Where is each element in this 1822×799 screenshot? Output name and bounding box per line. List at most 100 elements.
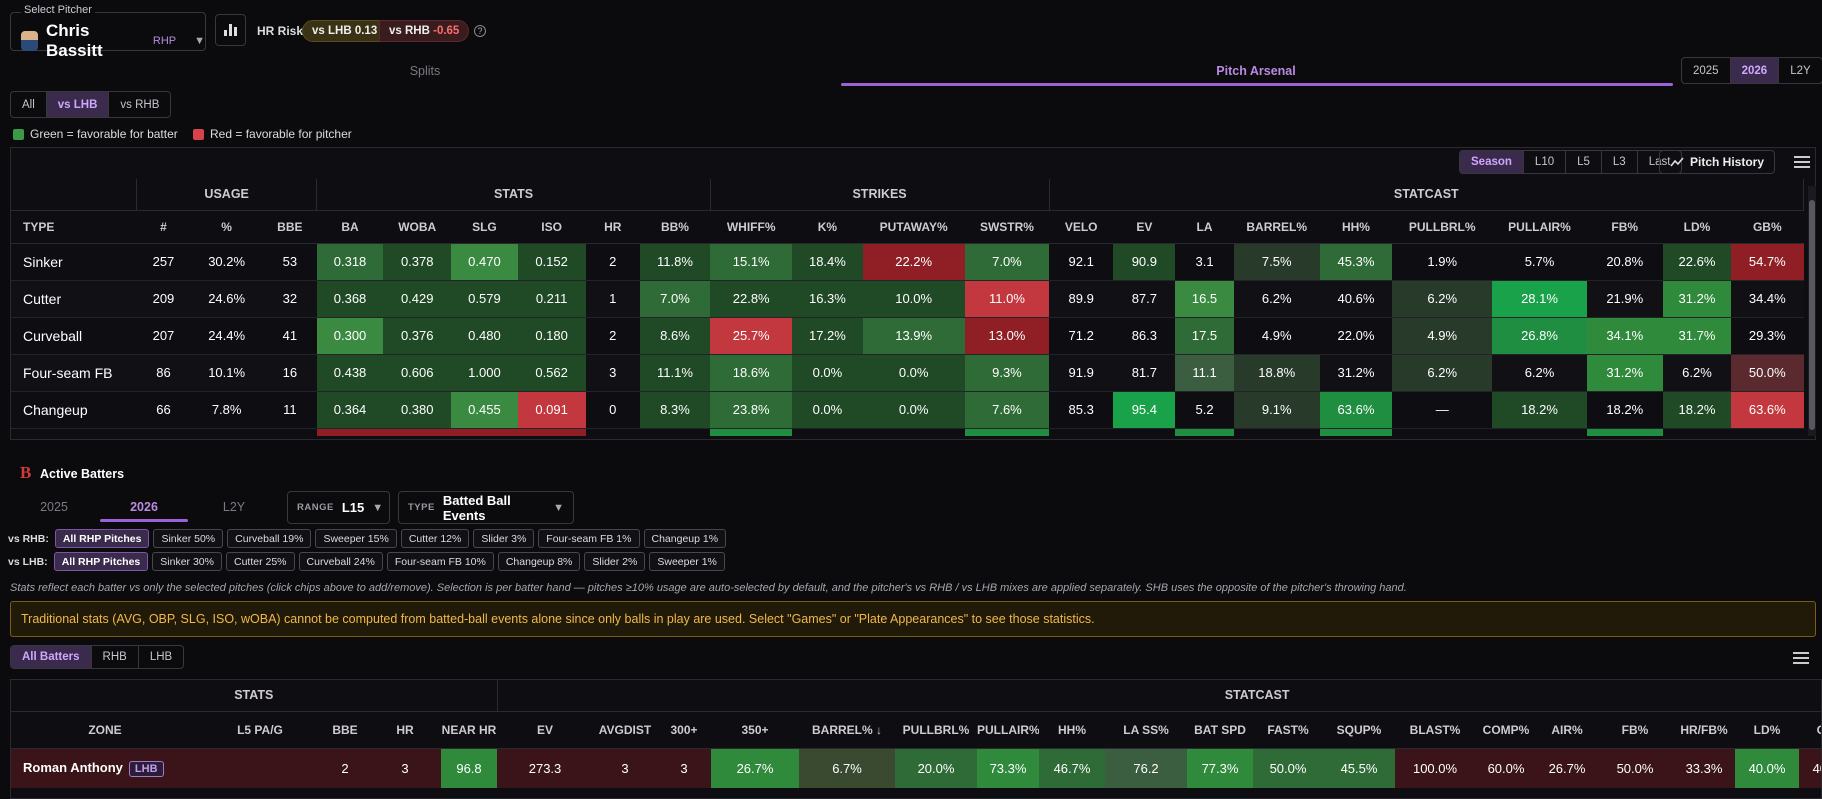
pitch-chip[interactable]: Cutter 12% <box>400 529 470 548</box>
column-header[interactable]: FB% <box>1586 210 1663 244</box>
column-header[interactable]: GB% <box>1799 711 1821 749</box>
split-vs-lhb[interactable]: vs LHB <box>46 92 110 117</box>
chart-button[interactable] <box>215 14 246 46</box>
pitch-history-button[interactable]: Pitch History <box>1659 150 1776 174</box>
column-header[interactable]: % <box>190 210 263 244</box>
pitch-type: Changeup <box>11 391 137 429</box>
range-dropdown[interactable]: RANGE L15 ▼ <box>287 491 390 524</box>
batters-year-2025[interactable]: 2025 <box>40 500 68 514</box>
pitch-chip[interactable]: Slider 2% <box>584 552 646 571</box>
column-header[interactable]: BBE <box>262 210 317 244</box>
column-header[interactable]: HR <box>585 210 640 244</box>
pitch-chip[interactable]: Changeup 8% <box>497 552 581 571</box>
settings-sliders-icon[interactable] <box>1794 155 1810 169</box>
batter-name[interactable]: Roman Anthony LHB <box>11 748 199 788</box>
column-header[interactable]: BARREL% ↓ <box>799 711 896 749</box>
tab-splits[interactable]: Splits <box>409 64 441 78</box>
split-filter[interactable]: All vs LHB vs RHB <box>10 91 172 118</box>
help-icon[interactable]: ? <box>474 25 486 37</box>
column-header[interactable]: GB% <box>1731 210 1804 244</box>
column-header[interactable]: LA SS% <box>1105 711 1188 749</box>
column-header[interactable]: BARREL% <box>1233 210 1320 244</box>
column-header[interactable]: L5 PA/G <box>199 711 321 749</box>
pitch-chip[interactable]: Sinker 50% <box>153 529 224 548</box>
batters-settings-icon[interactable] <box>1793 651 1809 665</box>
pitch-chip[interactable]: All RHP Pitches <box>53 552 149 571</box>
column-header[interactable]: AVGDIST <box>593 711 658 749</box>
column-header[interactable]: FB% <box>1597 711 1674 749</box>
pitch-chip[interactable]: All RHP Pitches <box>54 529 150 548</box>
column-header[interactable]: NEAR HR <box>441 711 498 749</box>
column-header[interactable]: 350+ <box>711 711 800 749</box>
column-header[interactable]: HR <box>369 711 441 749</box>
type-dropdown[interactable]: TYPE Batted Ball Events ▼ <box>398 491 574 524</box>
pitch-chip[interactable]: Changeup 1% <box>643 529 727 548</box>
range-season[interactable]: Season <box>1460 151 1524 173</box>
batters-year-l2y[interactable]: L2Y <box>222 500 246 514</box>
batter-filter[interactable]: All Batters RHB LHB <box>10 645 185 669</box>
column-header[interactable]: EV <box>497 711 594 749</box>
column-header[interactable]: BA <box>316 210 384 244</box>
column-header[interactable]: PULLBRL% <box>895 711 978 749</box>
column-header[interactable]: ISO <box>517 210 586 244</box>
column-header[interactable]: LA <box>1175 210 1234 244</box>
column-header[interactable]: FAST% <box>1253 711 1324 749</box>
range-selector[interactable]: Season L10 L5 L3 Last <box>1459 150 1683 174</box>
pitch-chip[interactable]: Curveball 19% <box>227 529 312 548</box>
column-header[interactable]: BB% <box>639 210 711 244</box>
column-header[interactable]: 300+ <box>657 711 712 749</box>
pitcher-select[interactable]: Select Pitcher Chris Bassitt RHP ▼ <box>10 4 206 60</box>
column-header[interactable]: HH% <box>1319 210 1393 244</box>
filter-lhb[interactable]: LHB <box>149 651 173 663</box>
column-header[interactable]: SWSTR% <box>964 210 1050 244</box>
column-header[interactable]: TYPE <box>11 210 137 244</box>
range-l5[interactable]: L5 <box>1566 151 1602 173</box>
pitch-chip[interactable]: Sweeper 15% <box>315 529 397 548</box>
column-header[interactable]: AIR% <box>1537 711 1598 749</box>
batters-year-2026[interactable]: 2026 <box>130 500 158 514</box>
year-selector[interactable]: 2025 2026 L2Y <box>1681 57 1822 84</box>
column-header[interactable]: EV <box>1113 210 1176 244</box>
column-header[interactable]: BBE <box>321 711 369 749</box>
column-header[interactable]: ZONE <box>11 711 199 749</box>
group-header-row: USAGE STATS STRIKES STATCAST <box>11 179 1804 211</box>
column-header[interactable]: K% <box>792 210 863 244</box>
pitch-chip[interactable]: Cutter 25% <box>225 552 295 571</box>
column-header[interactable]: HR/FB% <box>1673 711 1736 749</box>
range-l10[interactable]: L10 <box>1524 151 1567 173</box>
column-header[interactable]: WHIFF% <box>710 210 793 244</box>
column-header[interactable]: BAT SPD <box>1187 711 1254 749</box>
column-header[interactable]: PULLBRL% <box>1392 210 1493 244</box>
year-2025[interactable]: 2025 <box>1682 58 1731 83</box>
year-2026[interactable]: 2026 <box>1730 58 1780 83</box>
pitch-chip[interactable]: Slider 3% <box>473 529 535 548</box>
column-header[interactable]: COMP% <box>1475 711 1538 749</box>
column-header[interactable]: WOBA <box>383 210 452 244</box>
filter-rhb[interactable]: RHB <box>92 646 139 668</box>
column-header[interactable]: PUTAWAY% <box>862 210 965 244</box>
column-header[interactable]: LD% <box>1735 711 1800 749</box>
filter-all-batters[interactable]: All Batters <box>11 646 92 668</box>
range-l3[interactable]: L3 <box>1602 151 1638 173</box>
column-header[interactable]: PULLAIR% <box>1492 210 1587 244</box>
column-header[interactable]: SLG <box>451 210 518 244</box>
column-header[interactable]: HH% <box>1039 711 1106 749</box>
table-cell: 54.7% <box>1731 243 1804 281</box>
pitch-chip[interactable]: Four-seam FB 10% <box>386 552 494 571</box>
column-header[interactable]: BLAST% <box>1395 711 1476 749</box>
column-header[interactable]: LD% <box>1662 210 1732 244</box>
pitch-chip[interactable]: Curveball 24% <box>298 552 383 571</box>
pitch-chip[interactable]: Four-seam FB 1% <box>538 529 640 548</box>
column-header[interactable]: SQUP% <box>1323 711 1396 749</box>
tab-pitch-arsenal[interactable]: Pitch Arsenal <box>1216 64 1296 78</box>
year-l2y[interactable]: L2Y <box>1790 64 1811 77</box>
table-cell: 6.2% <box>1392 280 1493 318</box>
arsenal-scroll-thumb[interactable] <box>1809 200 1815 430</box>
column-header[interactable]: # <box>136 210 191 244</box>
pitch-chip[interactable]: Sweeper 1% <box>649 552 725 571</box>
split-vs-rhb[interactable]: vs RHB <box>120 98 160 111</box>
column-header[interactable]: PULLAIR% <box>977 711 1040 749</box>
column-header[interactable]: VELO <box>1049 210 1114 244</box>
split-all[interactable]: All <box>11 92 47 117</box>
pitch-chip[interactable]: Sinker 30% <box>152 552 222 571</box>
